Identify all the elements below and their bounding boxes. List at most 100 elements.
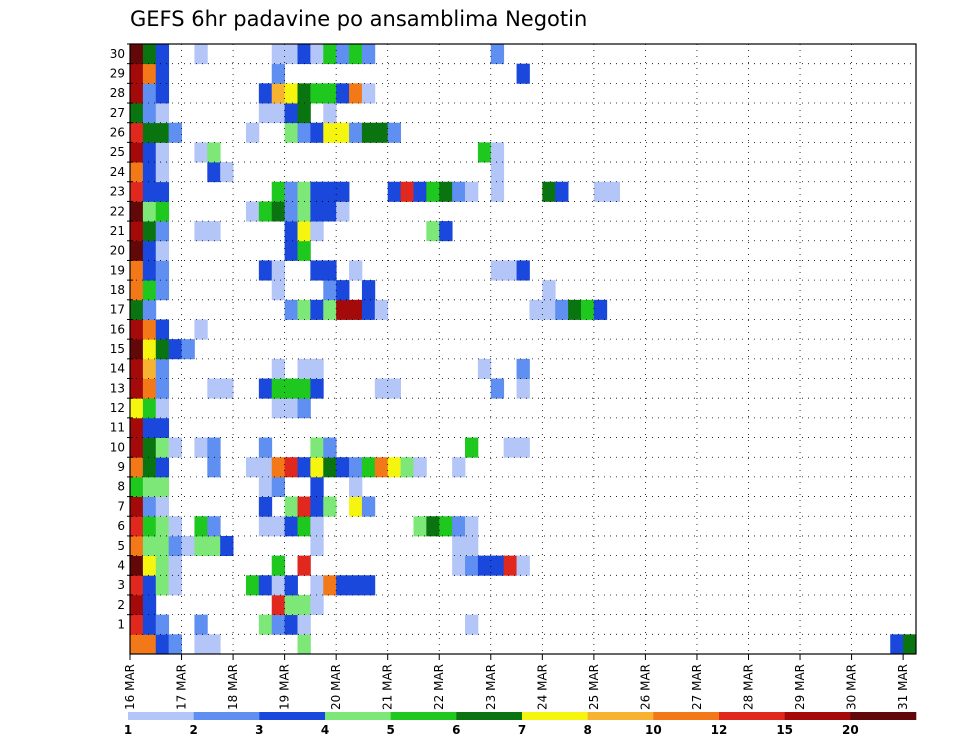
heatmap-cell bbox=[142, 122, 157, 143]
heatmap-cell bbox=[439, 516, 453, 537]
heatmap-cell bbox=[271, 280, 286, 301]
heatmap-cell bbox=[245, 201, 260, 222]
heatmap-cell bbox=[387, 378, 401, 399]
heatmap-cell bbox=[361, 575, 376, 596]
heatmap-cell bbox=[207, 142, 221, 163]
heatmap-cell bbox=[130, 358, 144, 379]
colorbar-swatch bbox=[193, 712, 260, 720]
heatmap-cell bbox=[142, 83, 157, 104]
heatmap-cell bbox=[490, 44, 505, 65]
heatmap-cell bbox=[142, 398, 157, 419]
y-tick-label: 21 bbox=[110, 224, 125, 238]
heatmap-cell bbox=[349, 44, 363, 65]
heatmap-cell bbox=[606, 181, 621, 202]
heatmap-cell bbox=[310, 476, 324, 497]
heatmap-cell bbox=[130, 221, 144, 242]
heatmap-cell bbox=[336, 122, 350, 143]
heatmap-cell bbox=[413, 181, 427, 202]
heatmap-cell bbox=[400, 181, 414, 202]
colorbar-swatch bbox=[719, 712, 785, 720]
heatmap-cell bbox=[310, 122, 324, 143]
heatmap-cell bbox=[142, 575, 157, 596]
heatmap-cell bbox=[130, 83, 144, 104]
heatmap-cell bbox=[207, 516, 221, 537]
y-tick-label: 4 bbox=[117, 558, 125, 572]
heatmap-cell bbox=[349, 457, 363, 478]
heatmap-cell bbox=[465, 181, 479, 202]
heatmap-cell bbox=[413, 457, 427, 478]
y-tick-label: 29 bbox=[110, 67, 125, 81]
heatmap-cell bbox=[142, 63, 157, 84]
y-tick-label: 8 bbox=[117, 480, 125, 494]
heatmap-cell bbox=[490, 378, 505, 399]
x-tick-label: 19 MAR bbox=[278, 664, 292, 710]
heatmap-cell bbox=[361, 44, 376, 65]
heatmap-cell bbox=[207, 457, 221, 478]
heatmap-cell bbox=[142, 516, 157, 537]
heatmap-cell bbox=[130, 63, 144, 84]
heatmap-cell bbox=[426, 221, 440, 242]
heatmap-cell bbox=[284, 221, 298, 242]
heatmap-cell bbox=[194, 319, 208, 340]
heatmap-cell bbox=[155, 44, 170, 65]
y-tick-label: 28 bbox=[110, 86, 125, 100]
y-tick-label: 11 bbox=[110, 421, 125, 435]
heatmap-cell bbox=[310, 358, 324, 379]
y-tick-label: 26 bbox=[110, 126, 125, 140]
heatmap-cell bbox=[490, 555, 505, 576]
heatmap-cell bbox=[310, 516, 324, 537]
heatmap-cell bbox=[207, 634, 221, 655]
heatmap-cell bbox=[297, 122, 311, 143]
heatmap-cell bbox=[258, 476, 273, 497]
heatmap-cell bbox=[297, 496, 311, 517]
heatmap-cell bbox=[387, 181, 401, 202]
heatmap-cell bbox=[529, 299, 543, 320]
heatmap-cell bbox=[194, 516, 208, 537]
chart-title: GEFS 6hr padavine po ansamblima Negotin bbox=[130, 7, 587, 31]
heatmap-cell bbox=[349, 83, 363, 104]
heatmap-cell bbox=[310, 535, 324, 557]
heatmap-cell bbox=[310, 181, 324, 202]
heatmap-cell bbox=[142, 417, 157, 438]
heatmap-cell bbox=[258, 496, 273, 517]
heatmap-cell bbox=[477, 142, 492, 163]
y-tick-label: 24 bbox=[110, 165, 125, 179]
heatmap-cell bbox=[516, 437, 530, 458]
heatmap-cell bbox=[297, 516, 311, 537]
heatmap-cell bbox=[130, 575, 144, 596]
heatmap-cell bbox=[258, 575, 273, 596]
heatmap-cell bbox=[426, 181, 440, 202]
heatmap-cell bbox=[271, 614, 286, 635]
heatmap-cell bbox=[465, 437, 479, 458]
heatmap-cell bbox=[155, 122, 170, 143]
heatmap-cell bbox=[142, 496, 157, 517]
heatmap-cell bbox=[155, 162, 170, 183]
heatmap-cell bbox=[297, 240, 311, 261]
heatmap-cell bbox=[130, 240, 144, 261]
heatmap-cell bbox=[323, 122, 337, 143]
heatmap-cell bbox=[271, 575, 286, 596]
heatmap-cell bbox=[361, 299, 376, 320]
heatmap-cell bbox=[452, 457, 466, 478]
heatmap-cell bbox=[130, 398, 144, 419]
heatmap-cell bbox=[336, 44, 350, 65]
heatmap-cell bbox=[142, 378, 157, 399]
colorbar-tick-label: 10 bbox=[645, 723, 662, 737]
heatmap-cell bbox=[503, 437, 517, 458]
y-axis-ticks: 1234567891011121314151617181920212223242… bbox=[110, 43, 133, 631]
heatmap-cell bbox=[580, 299, 595, 320]
heatmap-cell bbox=[130, 496, 144, 517]
y-tick-label: 22 bbox=[110, 204, 125, 218]
y-tick-label: 23 bbox=[110, 185, 125, 199]
heatmap-cell bbox=[336, 83, 350, 104]
heatmap-cell bbox=[220, 378, 234, 399]
heatmap-cell bbox=[542, 280, 556, 301]
heatmap-cell bbox=[477, 555, 492, 576]
heatmap-cell bbox=[297, 299, 311, 320]
heatmap-cell bbox=[323, 201, 337, 222]
heatmap-cell bbox=[181, 535, 195, 557]
heatmap-cell bbox=[284, 594, 298, 616]
heatmap-cell bbox=[130, 280, 144, 301]
colorbar-swatch bbox=[456, 712, 523, 720]
heatmap-cell bbox=[297, 378, 311, 399]
